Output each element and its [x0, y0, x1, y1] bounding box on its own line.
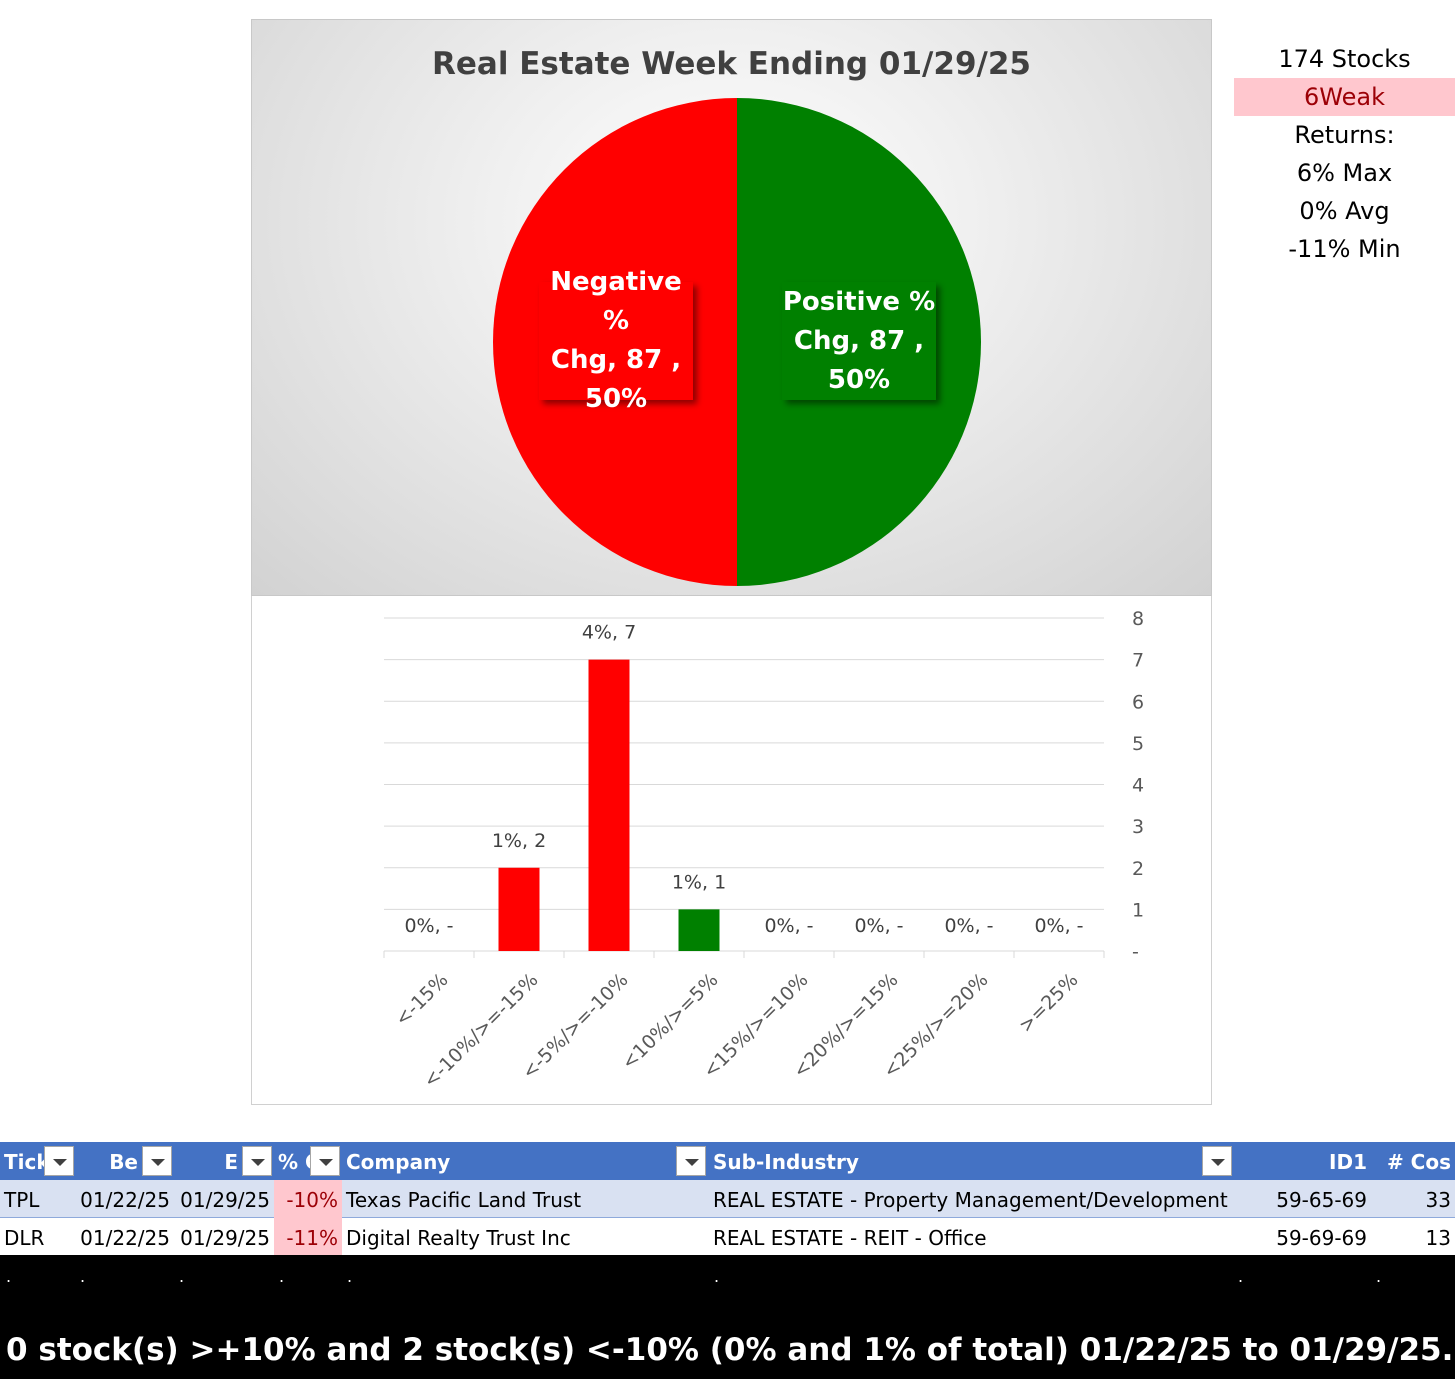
filter-dropdown-end[interactable]: [242, 1146, 272, 1176]
negative-label-line1: Negative %: [550, 267, 682, 336]
returns-label: Returns:: [1294, 121, 1395, 149]
pie-chart-title: Real Estate Week Ending 01/29/25: [432, 46, 1031, 82]
header-end: E: [224, 1150, 238, 1174]
pie-chart-panel: Real Estate Week Ending 01/29/25 Negativ…: [251, 19, 1212, 596]
cell-company: Digital Realty Trust Inc: [346, 1226, 571, 1250]
data-label: 4%, 7: [582, 622, 636, 644]
y-tick-label: 8: [1132, 608, 1144, 630]
returns-avg: 0% Avg: [1299, 197, 1390, 225]
negative-slice-label: Negative % Chg, 87 , 50%: [539, 267, 693, 414]
y-tick-label: -: [1132, 941, 1139, 963]
header-pct-change: % C: [278, 1150, 310, 1174]
negative-label-line3: 50%: [584, 384, 648, 414]
dot-marker: .: [279, 1267, 285, 1286]
cell-num-cos: 13: [1425, 1226, 1451, 1250]
cell-pct-change: -11%: [274, 1218, 342, 1256]
table-row[interactable]: TPL 01/22/25 01/29/25 -10% Texas Pacific…: [0, 1180, 1455, 1218]
data-label: 0%, -: [944, 915, 993, 937]
positive-slice-label: Positive % Chg, 87 , 50%: [782, 282, 936, 400]
header-id1: ID1: [1329, 1150, 1367, 1174]
data-label: 0%, -: [1034, 915, 1083, 937]
y-tick-label: 1: [1132, 899, 1144, 921]
data-label: 1%, 1: [672, 871, 726, 893]
y-tick-label: 5: [1132, 733, 1144, 755]
x-tick-label: >=25%: [1015, 969, 1083, 1037]
data-label: 0%, -: [404, 915, 453, 937]
summary-band: . . . . . . . .: [0, 1255, 1455, 1379]
bar: [588, 659, 630, 951]
cell-sub-industry: REAL ESTATE - Property Management/Develo…: [713, 1188, 1228, 1212]
cell-end-date: 01/29/25: [180, 1188, 270, 1212]
cell-begin-date: 01/22/25: [80, 1188, 170, 1212]
bar: [678, 909, 720, 951]
filter-dropdown-begin[interactable]: [142, 1146, 172, 1176]
filter-dropdown-ticker[interactable]: [44, 1146, 74, 1176]
dot-marker: .: [714, 1267, 720, 1286]
y-tick-label: 2: [1132, 858, 1144, 880]
cell-num-cos: 33: [1425, 1188, 1451, 1212]
dot-marker: .: [6, 1267, 12, 1286]
cell-ticker: DLR: [4, 1226, 45, 1250]
filter-dropdown-pct-change[interactable]: [310, 1146, 340, 1176]
table-row[interactable]: DLR 01/22/25 01/29/25 -11% Digital Realt…: [0, 1218, 1455, 1256]
table-header-row: Tick Be E % C Company Sub-Industry ID1 #…: [0, 1142, 1455, 1180]
header-company: Company: [346, 1150, 451, 1174]
positive-label-line2: Chg, 87 ,: [793, 325, 925, 356]
filter-dropdown-sub-industry[interactable]: [1202, 1146, 1232, 1176]
y-tick-label: 7: [1132, 650, 1144, 672]
data-label: 0%, -: [854, 915, 903, 937]
x-tick-label: <-15%: [391, 969, 453, 1031]
returns-max: 6% Max: [1296, 159, 1393, 187]
y-tick-label: 4: [1132, 775, 1144, 797]
dot-marker: .: [179, 1267, 185, 1286]
cell-ticker: TPL: [4, 1188, 40, 1212]
cell-end-date: 01/29/25: [180, 1226, 270, 1250]
data-label: 0%, -: [764, 915, 813, 937]
positive-label-line3: 50%: [827, 364, 891, 395]
summary-footer-text: 0 stock(s) >+10% and 2 stock(s) <-10% (0…: [6, 1332, 1454, 1368]
pie-chart: [493, 98, 981, 586]
cell-begin-date: 01/22/25: [80, 1226, 170, 1250]
weak-badge: 6Weak: [1234, 78, 1455, 116]
header-num-cos: # Cos: [1386, 1150, 1451, 1174]
cell-company: Texas Pacific Land Trust: [346, 1188, 582, 1212]
header-sub-industry: Sub-Industry: [713, 1150, 859, 1174]
negative-label-line2: Chg, 87 ,: [550, 345, 682, 375]
cell-id1: 59-65-69: [1276, 1188, 1367, 1212]
filter-dropdown-company[interactable]: [676, 1146, 706, 1176]
bar: [498, 867, 540, 951]
data-label: 1%, 2: [492, 830, 546, 852]
cell-pct-change: -10%: [274, 1180, 342, 1218]
positive-label-line1: Positive %: [782, 286, 936, 317]
dot-marker: .: [1376, 1267, 1382, 1286]
dot-marker: .: [80, 1267, 86, 1286]
dot-marker: .: [1238, 1267, 1244, 1286]
y-tick-label: 3: [1132, 816, 1144, 838]
dot-marker: .: [347, 1267, 353, 1286]
bar-chart-panel: -1 2 3 4 5 6 7 8 0%, - <-15% 1%, 2 <-10%/>=-15% 4%, …: [251, 596, 1212, 1105]
y-tick-label: 6: [1132, 691, 1144, 713]
header-ticker: Tick: [4, 1150, 44, 1174]
returns-min: -11% Min: [1288, 235, 1401, 263]
header-begin: Be: [109, 1150, 138, 1174]
cell-id1: 59-69-69: [1276, 1226, 1367, 1250]
cell-sub-industry: REAL ESTATE - REIT - Office: [713, 1226, 987, 1250]
stocks-count: 174 Stocks: [1278, 45, 1411, 73]
